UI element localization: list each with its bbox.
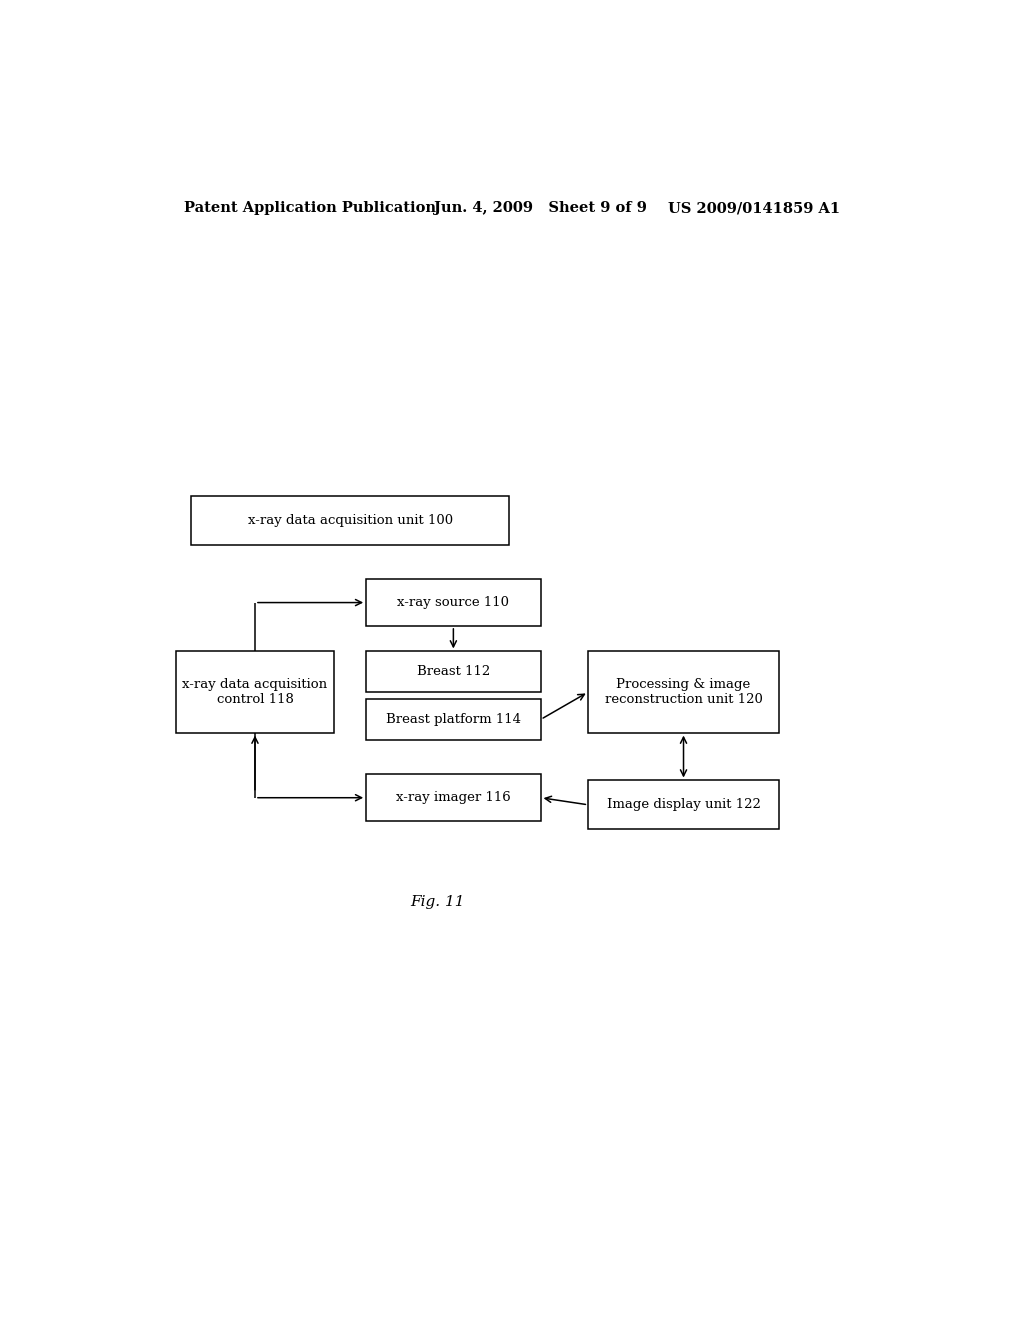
Text: Image display unit 122: Image display unit 122 — [606, 799, 761, 812]
FancyBboxPatch shape — [588, 651, 778, 733]
FancyBboxPatch shape — [588, 780, 778, 829]
Text: Breast 112: Breast 112 — [417, 665, 490, 678]
Text: x-ray data acquisition unit 100: x-ray data acquisition unit 100 — [248, 513, 453, 527]
Text: Processing & image
reconstruction unit 120: Processing & image reconstruction unit 1… — [604, 678, 763, 706]
FancyBboxPatch shape — [367, 651, 541, 692]
FancyBboxPatch shape — [367, 775, 541, 821]
Text: x-ray imager 116: x-ray imager 116 — [396, 791, 511, 804]
FancyBboxPatch shape — [367, 700, 541, 739]
Text: Jun. 4, 2009   Sheet 9 of 9: Jun. 4, 2009 Sheet 9 of 9 — [433, 201, 646, 215]
Text: Patent Application Publication: Patent Application Publication — [183, 201, 435, 215]
Text: Fig. 11: Fig. 11 — [411, 895, 465, 909]
Text: x-ray data acquisition
control 118: x-ray data acquisition control 118 — [182, 678, 328, 706]
Text: US 2009/0141859 A1: US 2009/0141859 A1 — [668, 201, 840, 215]
FancyBboxPatch shape — [367, 579, 541, 626]
Text: x-ray source 110: x-ray source 110 — [397, 597, 509, 609]
Text: Breast platform 114: Breast platform 114 — [386, 713, 521, 726]
FancyBboxPatch shape — [191, 496, 509, 545]
FancyBboxPatch shape — [176, 651, 334, 733]
